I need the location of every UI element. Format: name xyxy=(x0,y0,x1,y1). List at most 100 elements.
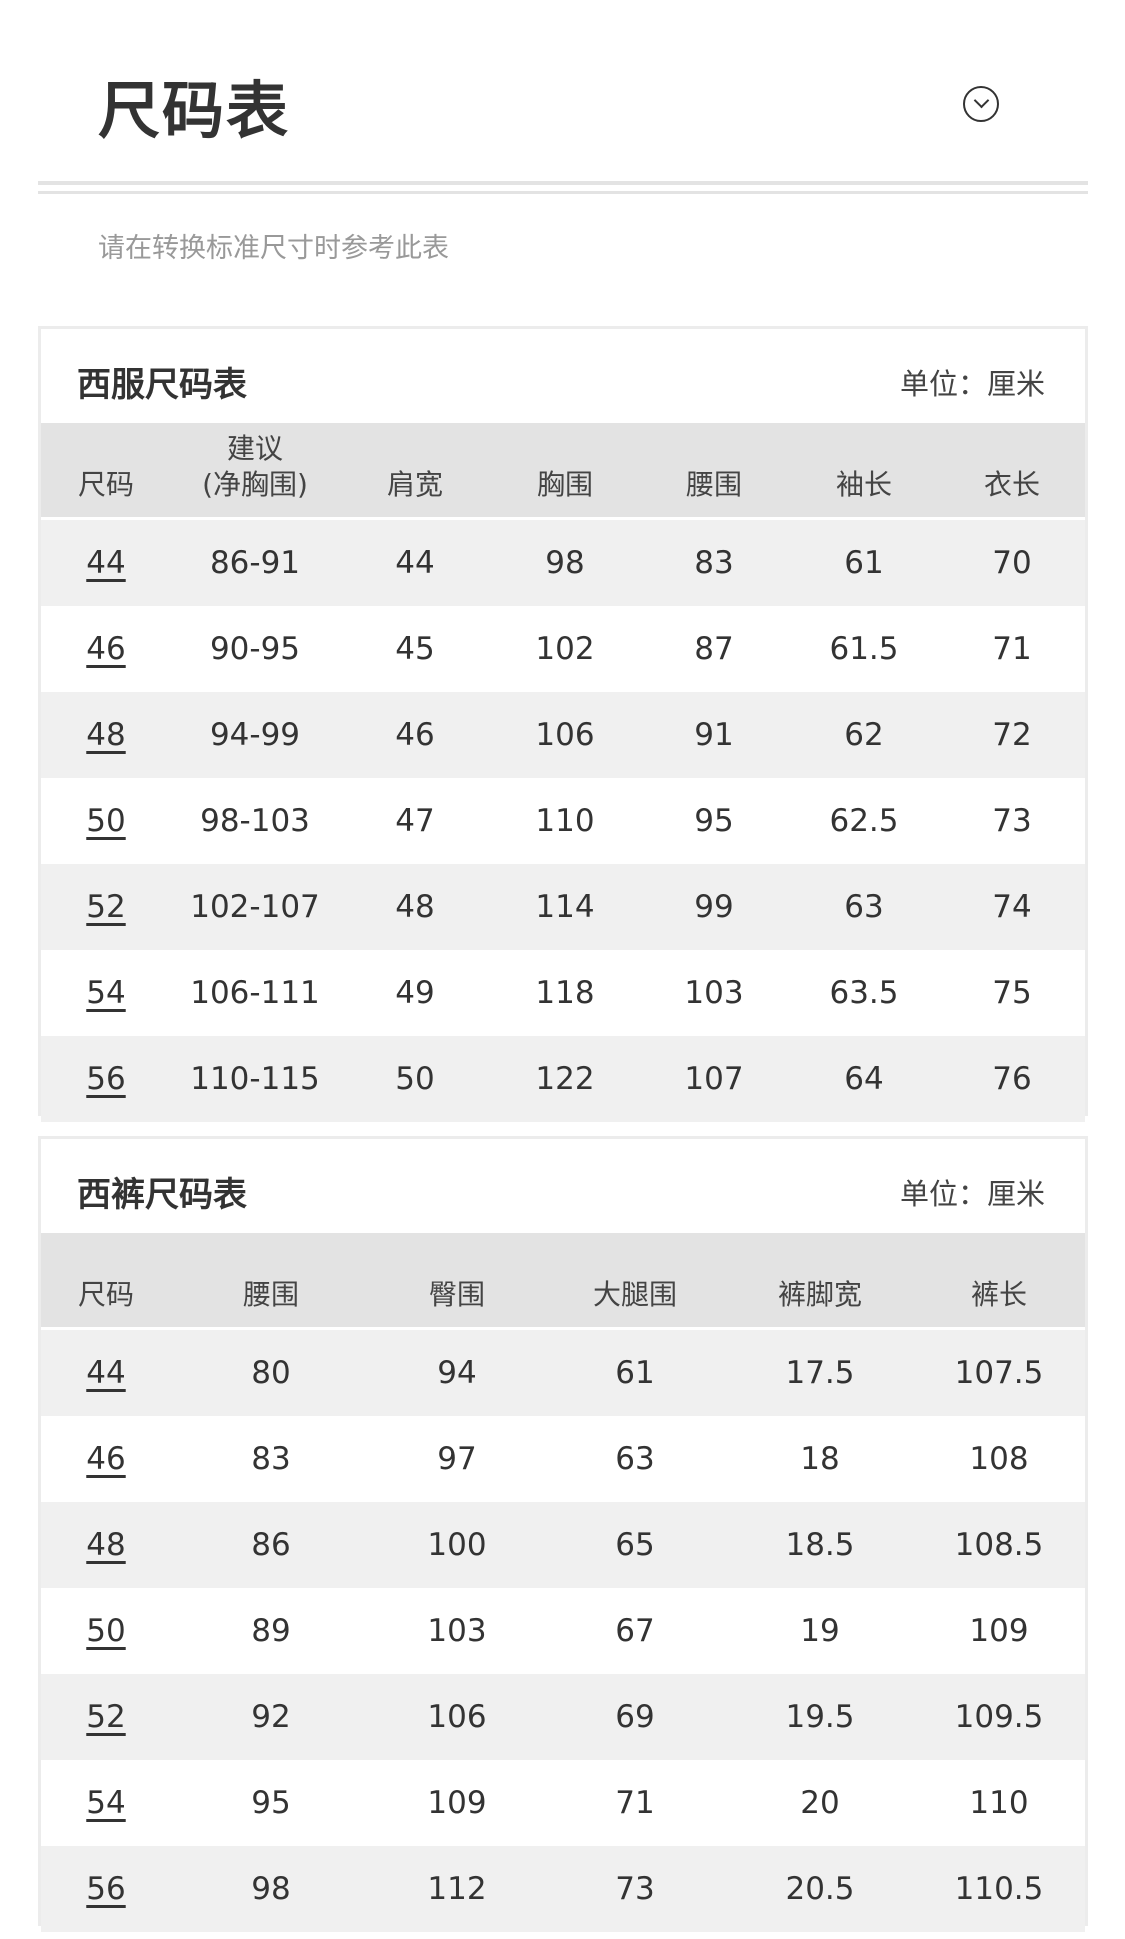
table-cell: 46 xyxy=(41,631,171,667)
table-cell: 48 xyxy=(41,1527,171,1563)
size-link[interactable]: 52 xyxy=(86,889,126,925)
table-cell: 44 xyxy=(41,1355,171,1391)
cell-value: 100 xyxy=(427,1527,487,1563)
table-cell: 89 xyxy=(171,1613,371,1649)
cell-value: 69 xyxy=(615,1699,655,1735)
table-cell: 109 xyxy=(371,1785,543,1821)
cell-value: 17.5 xyxy=(785,1355,855,1391)
column-header: 裤脚宽 xyxy=(777,1278,862,1311)
column-header: 建议 (净胸围) xyxy=(202,432,308,501)
table-cell: 18.5 xyxy=(727,1527,913,1563)
size-link[interactable]: 44 xyxy=(86,545,126,581)
table-cell: 44 xyxy=(339,545,491,581)
cell-value: 86-91 xyxy=(209,545,301,581)
table-cell: 114 xyxy=(491,889,639,925)
table-cell: 107 xyxy=(639,1061,789,1097)
cell-value: 61.5 xyxy=(829,631,899,667)
cell-value: 95 xyxy=(251,1785,291,1821)
table-cell: 91 xyxy=(639,717,789,753)
cell-value: 47 xyxy=(395,803,435,839)
table-cell: 87 xyxy=(639,631,789,667)
table-cell: 56 xyxy=(41,1061,171,1097)
cell-value: 112 xyxy=(427,1871,487,1907)
table-cell: 71 xyxy=(543,1785,727,1821)
divider xyxy=(38,181,1088,185)
cell-value: 107 xyxy=(684,1061,744,1097)
table-row: 56 110-115 50 122 107 64 76 xyxy=(41,1036,1085,1122)
cell-value: 19.5 xyxy=(785,1699,855,1735)
cell-value: 107.5 xyxy=(954,1355,1044,1391)
cell-value: 103 xyxy=(427,1613,487,1649)
table-cell: 61 xyxy=(543,1355,727,1391)
table-row: 54 106-111 49 118 103 63.5 75 xyxy=(41,950,1085,1036)
chevron-down-circle-icon[interactable] xyxy=(963,86,999,122)
table-cell: 110 xyxy=(913,1785,1085,1821)
size-link[interactable]: 56 xyxy=(86,1061,126,1097)
table-cell: 52 xyxy=(41,889,171,925)
cell-value: 86 xyxy=(251,1527,291,1563)
column-header: 腰围 xyxy=(242,1278,299,1311)
cell-value: 87 xyxy=(694,631,734,667)
jacket-size-table: 西服尺码表 单位：厘米 尺码 建议 (净胸围) 肩宽 胸围 腰围 袖长 衣长 44 86-91… xyxy=(38,326,1088,1122)
table-cell: 50 xyxy=(41,803,171,839)
table-header-row: 尺码 腰围 臀围 大腿围 裤脚宽 裤长 xyxy=(41,1233,1085,1330)
table-cell: 110-115 xyxy=(171,1061,339,1097)
table-cell: 19 xyxy=(727,1613,913,1649)
table-cell: 103 xyxy=(639,975,789,1011)
size-link[interactable]: 54 xyxy=(86,1785,126,1821)
table-cell: 50 xyxy=(41,1613,171,1649)
unit-label: 单位：厘米 xyxy=(899,367,1045,401)
cell-value: 80 xyxy=(251,1355,291,1391)
table-cell: 50 xyxy=(339,1061,491,1097)
size-link[interactable]: 50 xyxy=(86,1613,126,1649)
table-cell: 46 xyxy=(41,1441,171,1477)
table-cell: 48 xyxy=(41,717,171,753)
table-cell: 86 xyxy=(171,1527,371,1563)
cell-value: 63 xyxy=(615,1441,655,1477)
cell-value: 72 xyxy=(992,717,1032,753)
size-link[interactable]: 48 xyxy=(86,1527,126,1563)
size-link[interactable]: 50 xyxy=(86,803,126,839)
table-cell: 98 xyxy=(491,545,639,581)
table-cell: 83 xyxy=(639,545,789,581)
cell-value: 110 xyxy=(535,803,595,839)
table-cell: 72 xyxy=(939,717,1085,753)
table-cell: 106-111 xyxy=(171,975,339,1011)
cell-value: 46 xyxy=(395,717,435,753)
size-link[interactable]: 56 xyxy=(86,1871,126,1907)
table-cell: 110 xyxy=(491,803,639,839)
cell-value: 92 xyxy=(251,1699,291,1735)
size-link[interactable]: 52 xyxy=(86,1699,126,1735)
cell-value: 50 xyxy=(395,1061,435,1097)
cell-value: 118 xyxy=(535,975,595,1011)
cell-value: 73 xyxy=(615,1871,655,1907)
size-link[interactable]: 46 xyxy=(86,1441,126,1477)
size-link[interactable]: 48 xyxy=(86,717,126,753)
table-cell: 45 xyxy=(339,631,491,667)
table-cell: 17.5 xyxy=(727,1355,913,1391)
size-link[interactable]: 44 xyxy=(86,1355,126,1391)
table-cell: 62.5 xyxy=(789,803,939,839)
cell-value: 106 xyxy=(535,717,595,753)
table-cell: 48 xyxy=(339,889,491,925)
table-row: 46 90-95 45 102 87 61.5 71 xyxy=(41,606,1085,692)
table-row: 52 102-107 48 114 99 63 74 xyxy=(41,864,1085,950)
cell-value: 102 xyxy=(535,631,595,667)
table-cell: 108.5 xyxy=(913,1527,1085,1563)
cell-value: 18.5 xyxy=(785,1527,855,1563)
table-cell: 118 xyxy=(491,975,639,1011)
table-row: 54 95 109 71 20 110 xyxy=(41,1760,1085,1846)
table-cell: 76 xyxy=(939,1061,1085,1097)
table-cell: 102-107 xyxy=(171,889,339,925)
cell-value: 108.5 xyxy=(954,1527,1044,1563)
table-cell: 80 xyxy=(171,1355,371,1391)
cell-value: 95 xyxy=(694,803,734,839)
size-link[interactable]: 54 xyxy=(86,975,126,1011)
table-cell: 49 xyxy=(339,975,491,1011)
table-body: 44 80 94 61 17.5 107.5 46 83 97 63 18 108 48 86 100 65 1… xyxy=(41,1330,1085,1932)
table-cell: 109 xyxy=(913,1613,1085,1649)
cell-value: 106-111 xyxy=(190,975,320,1011)
table-cell: 70 xyxy=(939,545,1085,581)
size-link[interactable]: 46 xyxy=(86,631,126,667)
table-cell: 65 xyxy=(543,1527,727,1563)
